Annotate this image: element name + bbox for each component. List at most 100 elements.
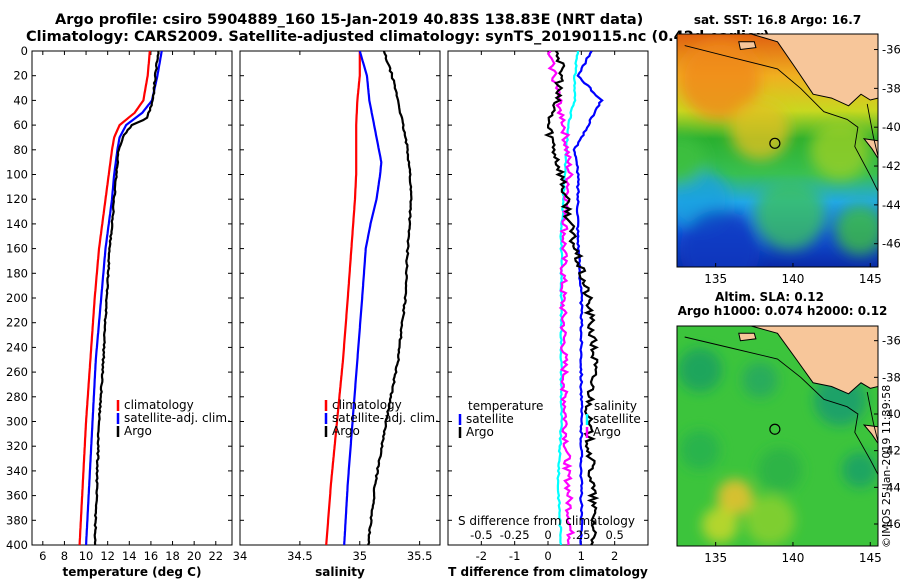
- map-lat-tick-label: -46: [882, 237, 900, 251]
- temperature-xtick-label: 8: [61, 549, 68, 563]
- temperature-xtick-label: 22: [208, 549, 223, 563]
- salinity-line-argo: [367, 51, 413, 545]
- argo-location-marker: [769, 137, 781, 149]
- depth-tick-label: 80: [13, 143, 28, 157]
- difference-xtick-label: 0: [544, 549, 551, 563]
- salinity-legend-label: Argo: [332, 424, 360, 438]
- depth-tick-label: 380: [6, 513, 28, 527]
- map-lat-tick-label: -40: [882, 407, 900, 421]
- legend-salinity-label: Argo: [593, 425, 621, 439]
- depth-tick-label: 20: [13, 69, 28, 83]
- sla-map-title: Altim. SLA: 0.12: [715, 290, 824, 304]
- map-lat-tick-label: -36: [882, 334, 900, 348]
- map-field-sla: [677, 326, 878, 546]
- figure-title-line2: Climatology: CARS2009. Satellite-adjuste…: [26, 29, 770, 45]
- kangaroo-island-land: [738, 41, 757, 51]
- sst-patch: [810, 120, 870, 180]
- depth-tick-label: 360: [6, 489, 28, 503]
- difference-series-group: [543, 51, 604, 545]
- temperature-line-satellite-adj-clim-: [85, 51, 163, 545]
- secondary-axis-tick-label: -0.25: [500, 528, 530, 542]
- sla-patch: [680, 430, 720, 470]
- map-lat-tick-label: -36: [882, 43, 900, 57]
- isobath-line-east: [866, 103, 878, 157]
- temperature-line-argo: [93, 51, 160, 545]
- secondary-axis-tick-label: 0.5: [606, 528, 624, 542]
- difference-line-salinity-satellite: [546, 51, 576, 545]
- depth-tick-label: 300: [6, 415, 28, 429]
- salinity-line-climatology: [325, 51, 361, 545]
- sla-map-subtitle: Argo h1000: 0.074 h2000: 0.12: [678, 304, 888, 318]
- secondary-axis-tick-label: -0.5: [470, 528, 492, 542]
- depth-tick-label: 140: [6, 217, 28, 231]
- salinity-frame: [239, 50, 441, 546]
- map-panel-sst: 135 140 145 -36 -38 -40 -42 -44 -46 sat. SST: 16.…: [676, 13, 900, 286]
- temperature-xtick-label: 10: [79, 549, 94, 563]
- legend-temperature-label: satellite: [466, 412, 514, 426]
- difference-xtick-label: -2: [476, 549, 487, 563]
- difference-xtick-label: 1: [578, 549, 585, 563]
- temperature-series-group: [78, 51, 163, 545]
- sla-patch: [758, 448, 802, 492]
- map-lat-tick-label: -38: [882, 370, 900, 384]
- isobath-line: [684, 336, 878, 475]
- legend-salinity-title: salinity: [594, 399, 637, 413]
- depth-tick-label: 340: [6, 464, 28, 478]
- map-frame-sla: [676, 325, 879, 547]
- difference-xtick-label: -1: [509, 549, 520, 563]
- mainland-land: [751, 326, 878, 395]
- temperature-xtick-label: 16: [144, 549, 159, 563]
- kangaroo-island-land: [738, 332, 757, 342]
- difference-line-temperature-argo: [572, 51, 604, 545]
- sst-map-title: sat. SST: 16.8 Argo: 16.7: [694, 13, 861, 27]
- legend-temperature-title: temperature: [468, 399, 543, 413]
- temperature-frame: [31, 50, 233, 546]
- map-lat-tick-label: -46: [882, 517, 900, 531]
- depth-tick-label: 40: [13, 93, 28, 107]
- salinity-series-group: [325, 51, 413, 545]
- sla-patch: [742, 362, 778, 398]
- sla-patch: [842, 452, 878, 488]
- salinity-legend-label: satellite-adj. clim.: [332, 411, 439, 425]
- panel-temperature: 0 20 40 60 80 100 120 140 160 180 200 220 240 260 280 3…: [6, 44, 233, 579]
- temperature-xtick-label: 18: [165, 549, 180, 563]
- map-lat-tick-label: -38: [882, 81, 900, 95]
- figure-title-line1: Argo profile: csiro 5904889_160 15-Jan-2…: [55, 12, 644, 28]
- isobath-line: [684, 45, 878, 192]
- map-lat-tick-label: -44: [882, 480, 900, 494]
- sst-patch: [677, 135, 705, 185]
- temperature-xtick-label: 6: [39, 549, 46, 563]
- salinity-legend-label: climatology: [332, 398, 402, 412]
- map-lat-tick-label: -42: [882, 159, 900, 173]
- map-field-sst: [677, 34, 878, 267]
- sst-patch: [835, 205, 878, 255]
- temperature-line-climatology: [78, 51, 151, 545]
- depth-tick-label: 180: [6, 266, 28, 280]
- depth-tick-label: 260: [6, 365, 28, 379]
- depth-tick-label: 240: [6, 340, 28, 354]
- map-lon-tick-label: 145: [859, 551, 882, 565]
- legend-temperature-label: Argo: [466, 425, 494, 439]
- secondary-axis-label: S difference from climatology: [458, 514, 635, 528]
- sst-patch: [680, 40, 760, 120]
- depth-tick-label: 160: [6, 242, 28, 256]
- map-lon-tick-label: 140: [782, 272, 805, 286]
- temperature-legend-label: satellite-adj. clim.: [124, 411, 231, 425]
- temperature-legend-label: climatology: [124, 398, 194, 412]
- map-lat-tick-label: -44: [882, 198, 900, 212]
- salinity-xtick-label: 35.5: [407, 549, 433, 563]
- salinity-line-satellite-adj-clim-: [343, 51, 383, 545]
- tasmania-land: [862, 424, 878, 445]
- map-lat-tick-label: -40: [882, 120, 900, 134]
- sst-patches: [677, 40, 878, 267]
- map-lon-tick-label: 135: [704, 272, 727, 286]
- sst-patch: [755, 180, 825, 250]
- sla-patch: [717, 479, 753, 515]
- salinity-xtick-label: 34.5: [287, 549, 313, 563]
- depth-tick-label: 280: [6, 390, 28, 404]
- temperature-xlabel: temperature (deg C): [63, 565, 202, 579]
- map-frame-sst: [676, 33, 879, 268]
- temperature-legend-label: Argo: [124, 424, 152, 438]
- sla-patch: [678, 348, 722, 392]
